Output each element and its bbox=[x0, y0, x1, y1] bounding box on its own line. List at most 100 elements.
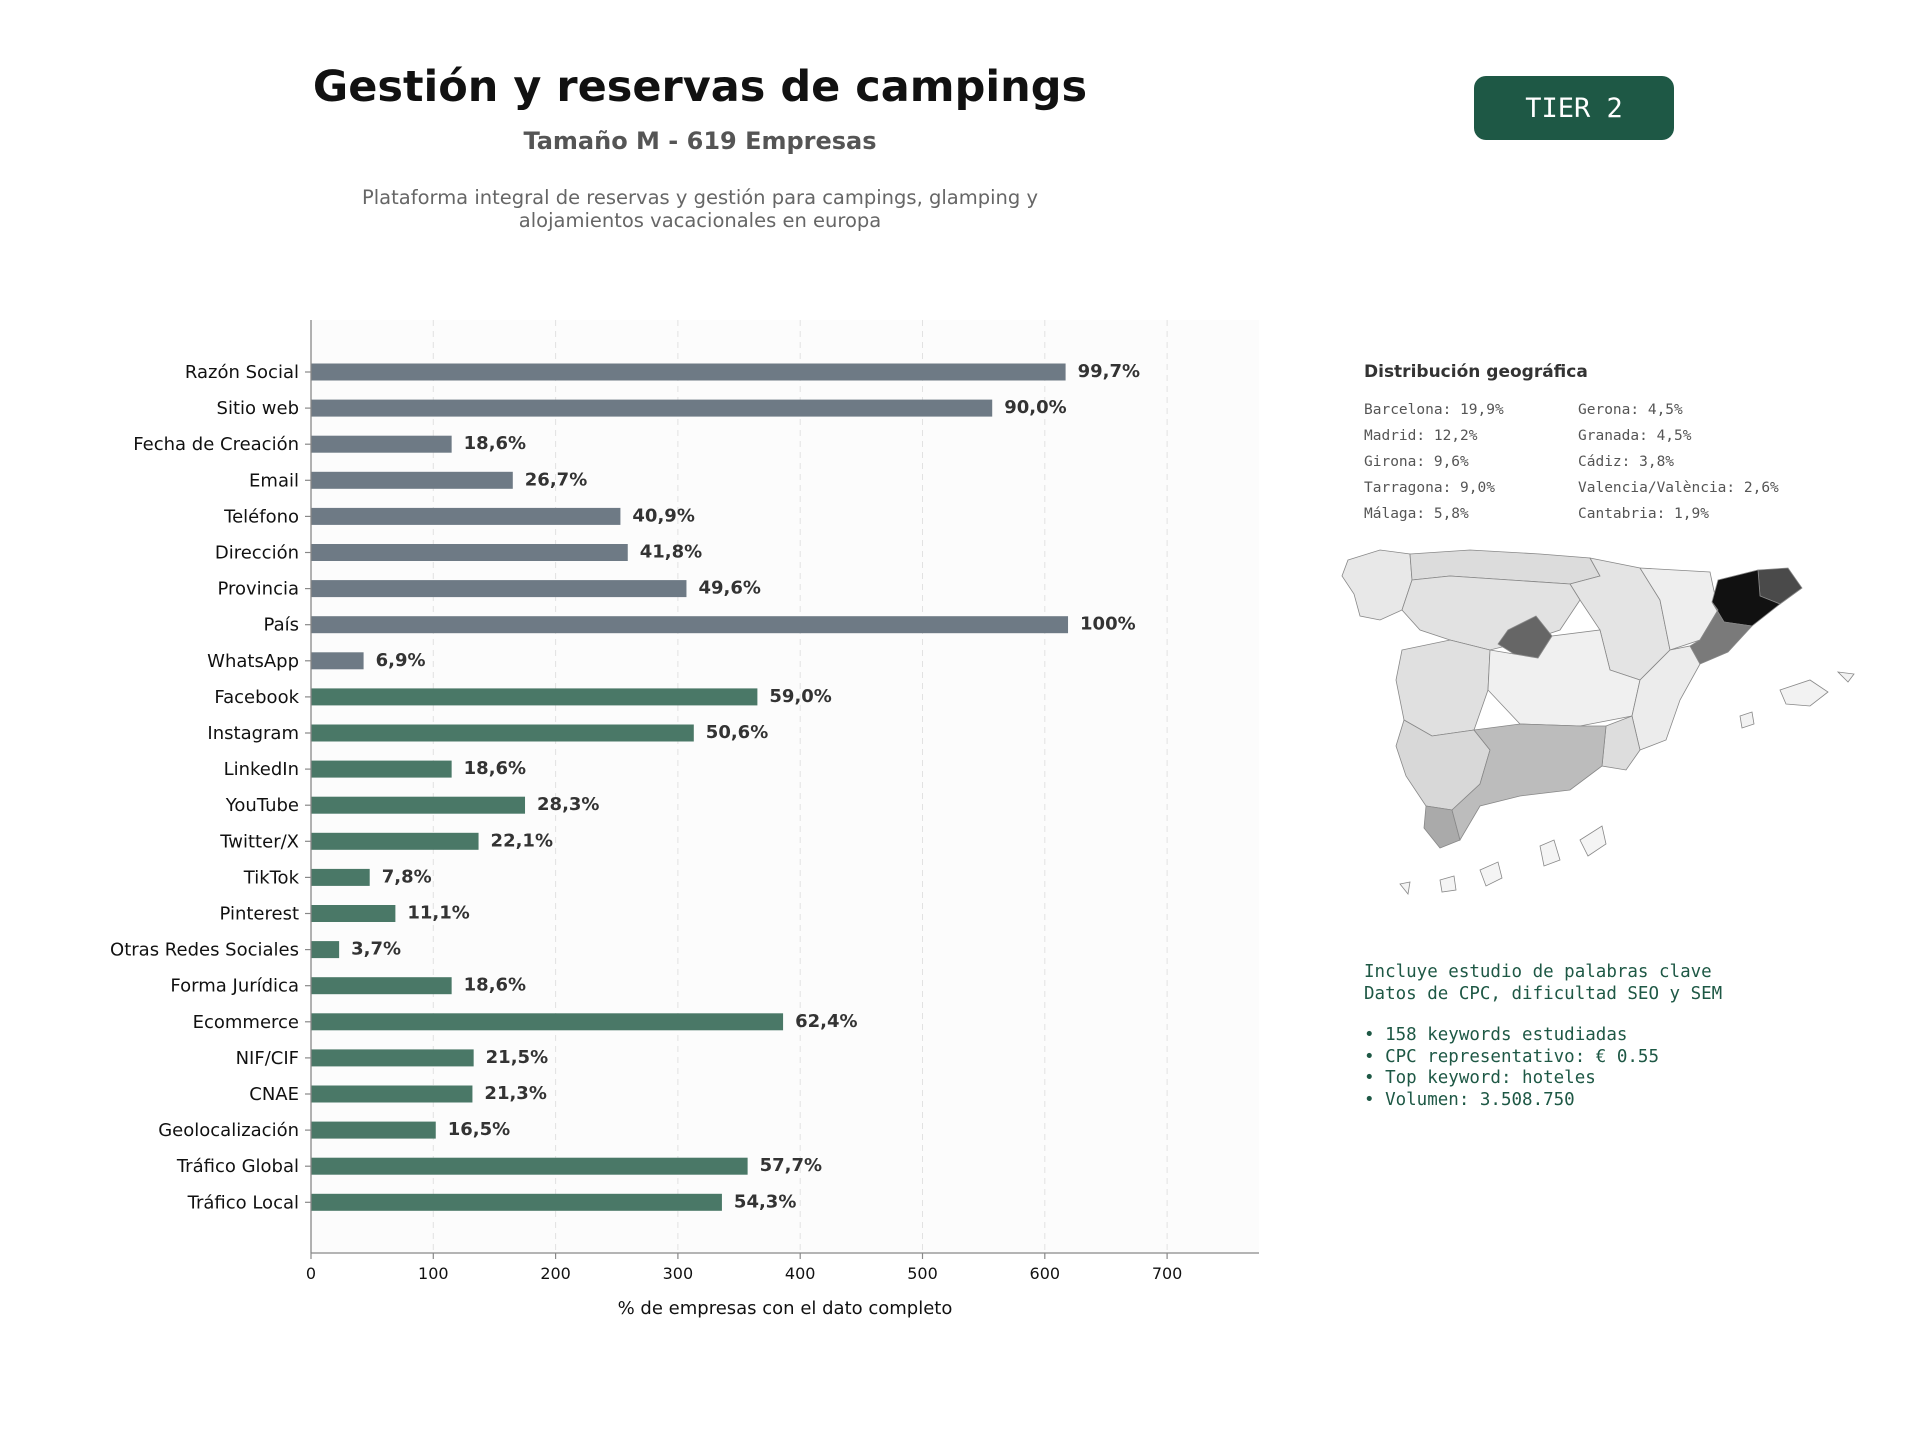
category-label: WhatsApp bbox=[207, 651, 299, 672]
bar bbox=[311, 544, 628, 561]
bar bbox=[311, 1157, 748, 1175]
value-label: 11,1% bbox=[407, 903, 469, 924]
x-tick-label: 600 bbox=[1030, 1264, 1061, 1283]
keyword-bullet: • Top keyword: hoteles bbox=[1364, 1068, 1596, 1088]
geo-item: Gerona: 4,5% bbox=[1578, 402, 1683, 418]
category-label: Geolocalización bbox=[158, 1120, 299, 1141]
value-label: 57,7% bbox=[760, 1155, 822, 1176]
bar bbox=[311, 616, 1069, 634]
x-tick-label: 500 bbox=[907, 1264, 938, 1283]
bar bbox=[311, 905, 396, 922]
keyword-info: Incluye estudio de palabras clave Datos … bbox=[1364, 962, 1722, 1111]
category-label: Tráfico Local bbox=[187, 1192, 299, 1213]
x-tick-label: 300 bbox=[663, 1264, 694, 1283]
x-tick-label: 100 bbox=[418, 1264, 449, 1283]
map-region-baleares bbox=[1739, 671, 1855, 729]
map-region-canarias bbox=[1399, 825, 1607, 895]
geo-item: Madrid: 12,2% bbox=[1364, 428, 1478, 444]
page-title: Gestión y reservas de campings bbox=[312, 62, 1088, 112]
bar bbox=[311, 688, 758, 706]
geo-title: Distribución geográfica bbox=[1364, 362, 1588, 382]
map-region-malaga-granada bbox=[1451, 723, 1607, 842]
value-label: 22,1% bbox=[491, 830, 553, 851]
value-label: 99,7% bbox=[1078, 361, 1140, 382]
category-label: Teléfono bbox=[223, 506, 299, 527]
value-label: 7,8% bbox=[382, 866, 432, 887]
bar bbox=[311, 363, 1066, 381]
x-tick-label: 400 bbox=[785, 1264, 816, 1283]
geo-item: Girona: 9,6% bbox=[1364, 454, 1469, 470]
bar bbox=[311, 507, 621, 525]
x-axis-title: % de empresas con el dato completo bbox=[618, 1298, 953, 1319]
tier-badge: TIER 2 bbox=[1474, 76, 1674, 140]
value-label: 18,6% bbox=[464, 758, 526, 779]
value-label: 21,5% bbox=[486, 1047, 548, 1068]
bar bbox=[311, 399, 993, 417]
grid-lines bbox=[432, 320, 1168, 1253]
geo-item: Valencia/València: 2,6% bbox=[1578, 480, 1779, 496]
geo-item: Málaga: 5,8% bbox=[1364, 506, 1469, 522]
category-label: TikTok bbox=[243, 867, 300, 888]
map-region-cadiz bbox=[1423, 805, 1461, 849]
bar bbox=[311, 580, 687, 598]
bar bbox=[311, 1193, 722, 1211]
bar bbox=[311, 1013, 784, 1031]
page-subtitle: Tamaño M - 619 Empresas bbox=[523, 127, 877, 155]
bar bbox=[311, 471, 513, 489]
x-tick-label: 200 bbox=[540, 1264, 571, 1283]
keyword-bullet: • 158 keywords estudiadas bbox=[1364, 1025, 1628, 1045]
keyword-line-1: Incluye estudio de palabras clave bbox=[1364, 962, 1712, 982]
bars: Razón Social 99,7% Sitio web 90,0% Fecha de … bbox=[110, 361, 1140, 1213]
x-ticks: 0 100 200 300 400 500 600 700 bbox=[306, 1253, 1182, 1283]
bar bbox=[311, 435, 452, 453]
value-label: 54,3% bbox=[734, 1191, 796, 1212]
bar bbox=[311, 941, 340, 959]
value-label: 59,0% bbox=[769, 686, 831, 707]
category-label: Fecha de Creación bbox=[133, 434, 299, 455]
category-label: Razón Social bbox=[185, 362, 299, 383]
keyword-bullet: • Volumen: 3.508.750 bbox=[1364, 1089, 1575, 1110]
category-label: Dirección bbox=[215, 543, 299, 564]
category-label: Pinterest bbox=[219, 904, 299, 925]
category-label: Otras Redes Sociales bbox=[110, 940, 299, 961]
bar bbox=[311, 977, 452, 995]
category-label: Sitio web bbox=[217, 398, 299, 419]
bar bbox=[311, 1085, 473, 1103]
value-label: 49,6% bbox=[698, 578, 760, 599]
category-label: Email bbox=[249, 470, 299, 491]
bar bbox=[311, 796, 526, 814]
bar bbox=[311, 832, 479, 850]
category-label: Tráfico Global bbox=[176, 1156, 299, 1177]
geo-item: Cantabria: 1,9% bbox=[1578, 506, 1709, 522]
value-label: 18,6% bbox=[464, 433, 526, 454]
category-label: Forma Jurídica bbox=[170, 976, 299, 997]
spain-map bbox=[1341, 549, 1855, 895]
value-label: 50,6% bbox=[706, 722, 768, 743]
category-label: Provincia bbox=[217, 579, 299, 600]
x-tick-label: 0 bbox=[306, 1264, 316, 1283]
geo-item: Granada: 4,5% bbox=[1578, 428, 1692, 444]
geo-list: Barcelona: 19,9% Gerona: 4,5% Madrid: 12… bbox=[1364, 400, 1824, 524]
geo-item: Cádiz: 3,8% bbox=[1578, 454, 1675, 470]
value-label: 28,3% bbox=[537, 794, 599, 815]
geo-item: Tarragona: 9,0% bbox=[1364, 480, 1495, 496]
value-label: 16,5% bbox=[448, 1119, 510, 1140]
bar bbox=[311, 724, 694, 742]
bar bbox=[311, 868, 370, 886]
bar bbox=[311, 652, 364, 670]
bar bbox=[311, 1121, 436, 1139]
keyword-line-2: Datos de CPC, dificultad SEO y SEM bbox=[1364, 983, 1723, 1004]
category-label: LinkedIn bbox=[224, 759, 299, 780]
value-label: 40,9% bbox=[632, 505, 694, 526]
category-label: Instagram bbox=[207, 723, 299, 744]
category-label: CNAE bbox=[249, 1084, 299, 1105]
plot-background bbox=[311, 320, 1259, 1253]
bar bbox=[311, 760, 452, 778]
x-tick-label: 700 bbox=[1152, 1264, 1183, 1283]
value-label: 18,6% bbox=[464, 975, 526, 996]
category-label: Ecommerce bbox=[193, 1012, 299, 1033]
category-label: NIF/CIF bbox=[236, 1048, 299, 1069]
map-region-castilla-la-mancha bbox=[1487, 629, 1641, 727]
category-label: Twitter/X bbox=[219, 831, 299, 852]
value-label: 3,7% bbox=[351, 939, 401, 960]
